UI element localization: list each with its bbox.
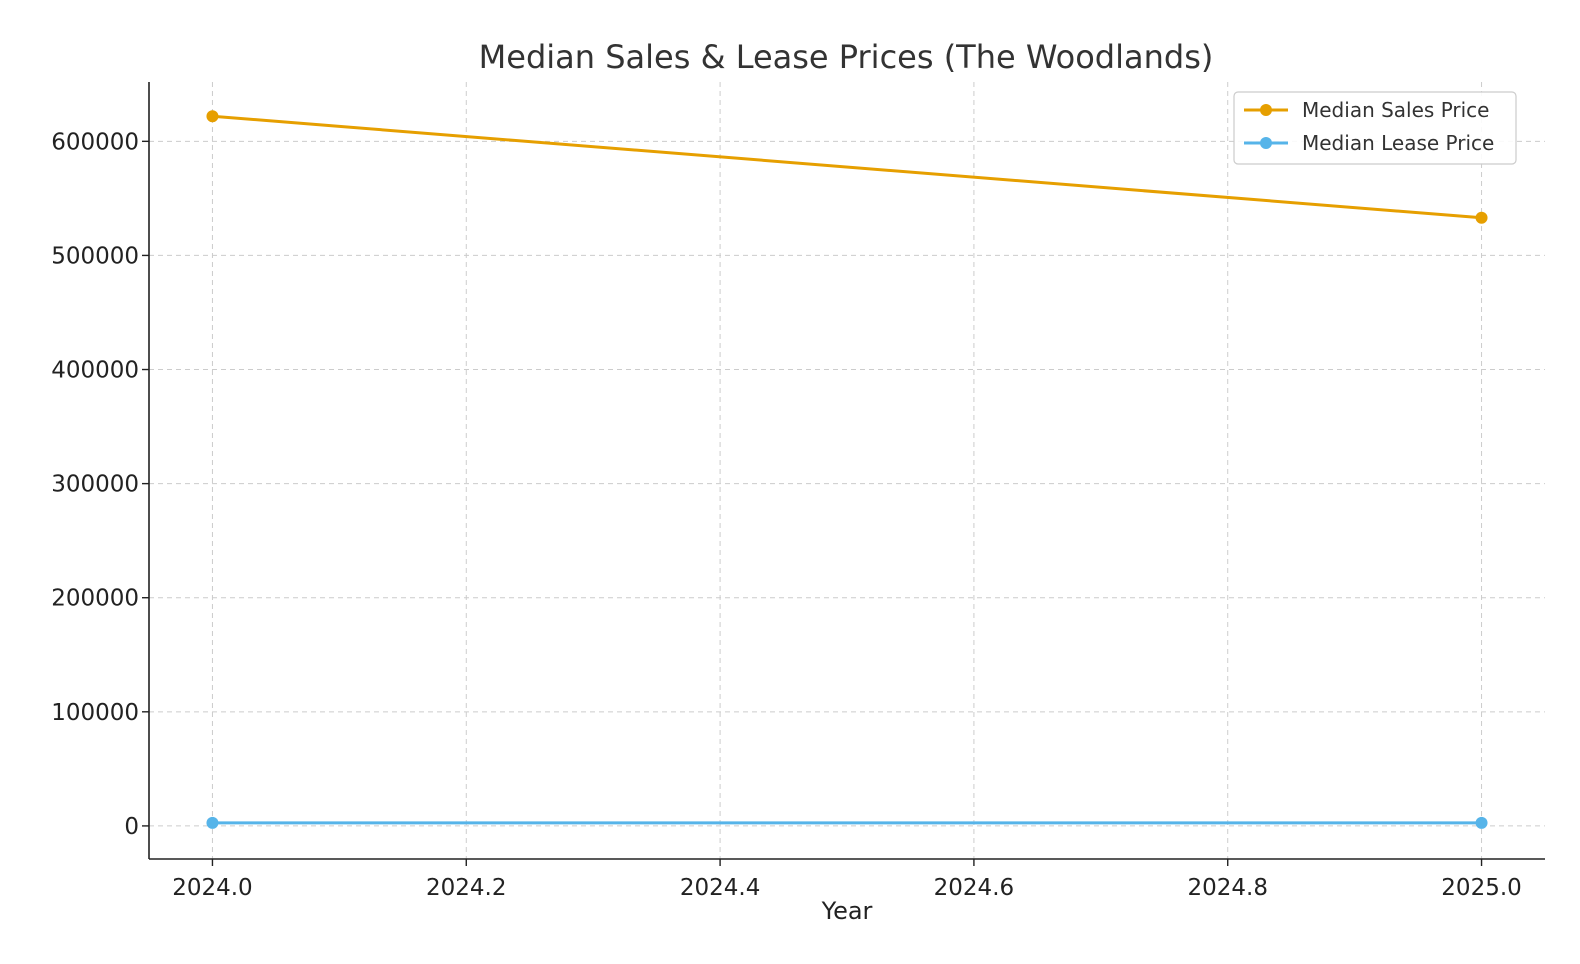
- data-point: [206, 110, 219, 123]
- x-tick-label: 2024.6: [934, 875, 1014, 901]
- x-tick-label: 2024.2: [426, 875, 506, 901]
- grid-lines: [149, 82, 1545, 859]
- legend-swatch-marker: [1260, 137, 1272, 149]
- data-point: [1475, 211, 1488, 224]
- y-tick-label: 400000: [51, 358, 139, 384]
- y-tick-label: 300000: [51, 472, 139, 498]
- y-tick-label: 100000: [51, 700, 139, 726]
- y-tick-label: 600000: [51, 129, 139, 155]
- x-tick-label: 2025.0: [1441, 875, 1521, 901]
- series-layer: [206, 110, 1488, 829]
- x-axis-label: Year: [821, 897, 873, 925]
- x-tick-label: 2024.8: [1187, 875, 1267, 901]
- chart-title: Median Sales & Lease Prices (The Woodlan…: [479, 38, 1214, 76]
- data-point: [206, 816, 219, 829]
- axes: [148, 82, 1545, 860]
- x-tick-label: 2024.4: [680, 875, 760, 901]
- legend-frame: [1233, 91, 1517, 165]
- data-point: [1475, 816, 1488, 829]
- legend-swatch-marker: [1260, 104, 1272, 116]
- x-tick-label: 2024.0: [172, 875, 252, 901]
- y-tick-label: 500000: [51, 243, 139, 269]
- series-line: [212, 114, 1482, 220]
- legend-entry-label: Median Lease Price: [1302, 131, 1494, 155]
- y-tick-label: 200000: [51, 586, 139, 612]
- tick-labels: 2024.0 2024.2 2024.4 2024.6 2024.8 2025.0 0 100…: [51, 129, 1522, 901]
- legend-entry-label: Median Sales Price: [1302, 98, 1489, 122]
- y-tick-label: 0: [124, 814, 139, 840]
- legend: Median Sales Price Median Lease Price: [1233, 91, 1517, 165]
